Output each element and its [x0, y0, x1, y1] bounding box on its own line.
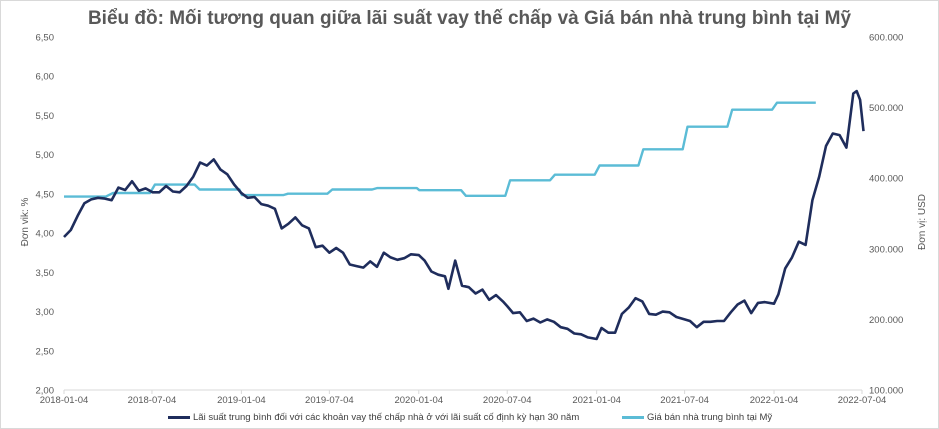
legend-label-house-price: Giá bán nhà trung bình tại Mỹ — [647, 412, 773, 423]
left-tick-label: 4,50 — [36, 189, 55, 200]
right-tick-label: 200.000 — [869, 315, 903, 326]
left-tick-label: 6,50 — [36, 33, 55, 44]
left-tick-label: 2,00 — [36, 386, 55, 397]
x-tick-label: 2019-01-04 — [217, 395, 266, 406]
left-tick-label: 4,00 — [36, 229, 55, 240]
x-tick-label: 2021-07-04 — [660, 395, 709, 406]
right-tick-label: 100.000 — [869, 386, 903, 397]
x-tick-label: 2020-07-04 — [483, 395, 532, 406]
right-tick-label: 500.000 — [869, 103, 903, 114]
x-tick-label: 2018-01-04 — [40, 395, 89, 406]
series-line-house-price — [64, 101, 816, 198]
right-axis-title: Đơn vị: USD — [917, 194, 928, 250]
right-tick-label: 600.000 — [869, 33, 903, 44]
series-line-mortgage-rate — [63, 89, 865, 341]
x-tick-label: 2022-07-04 — [838, 395, 887, 406]
x-tick-label: 2021-01-04 — [572, 395, 621, 406]
legend-label-mortgage-rate: Lãi suất trung bình đối với các khoản va… — [193, 412, 580, 423]
left-tick-label: 5,00 — [36, 150, 55, 161]
x-axis: 2018-01-04 2018-07-04 2019-01-04 2019-07-04… — [40, 389, 887, 406]
legend-swatch-mortgage-rate — [168, 416, 190, 419]
legend-swatch-house-price — [622, 416, 644, 419]
x-tick-label: 2020-01-04 — [394, 395, 443, 406]
right-tick-label: 300.000 — [869, 244, 903, 255]
legend-item-house-price: Giá bán nhà trung bình tại Mỹ — [622, 412, 772, 423]
x-tick-label: 2018-07-04 — [128, 395, 177, 406]
x-tick-label: 2022-01-04 — [750, 395, 799, 406]
left-tick-label: 5,50 — [36, 111, 55, 122]
legend-item-mortgage-rate: Lãi suất trung bình đối với các khoản va… — [168, 412, 579, 423]
right-y-axis: 600.000 500.000 400.000 300.000 200.000 100.0… — [869, 33, 903, 397]
left-axis-title: Đơn vik: % — [20, 198, 31, 247]
left-tick-label: 3,50 — [36, 268, 55, 279]
left-tick-label: 3,00 — [36, 307, 55, 318]
left-tick-label: 6,00 — [36, 72, 55, 83]
left-y-axis: 6,50 6,00 5,50 5,00 4,50 4,00 3,50 3,00 2,50 2,00 — [36, 33, 55, 397]
x-tick-label: 2019-07-04 — [305, 395, 354, 406]
chart-title: Biểu đồ: Mối tương quan giữa lãi suất va… — [87, 8, 852, 29]
left-tick-label: 2,50 — [36, 346, 55, 357]
right-tick-label: 400.000 — [869, 174, 903, 185]
